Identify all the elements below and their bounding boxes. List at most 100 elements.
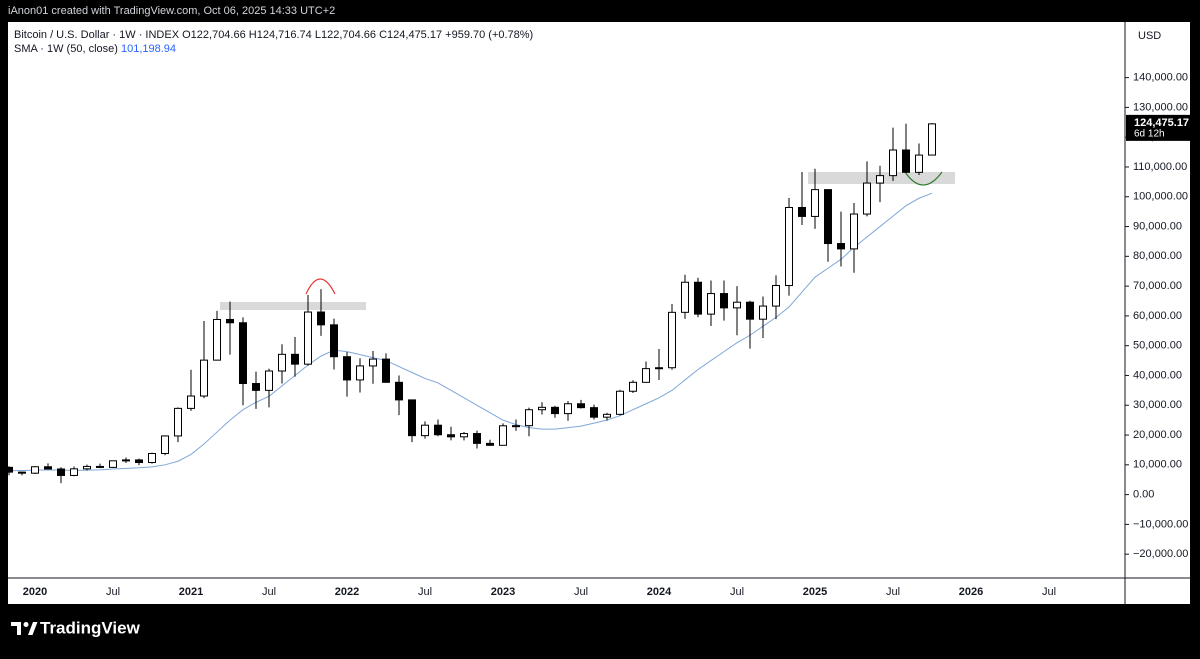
candle-body <box>421 424 429 437</box>
candle-body <box>824 189 832 245</box>
ohlc: O122,704.66 <box>182 29 246 41</box>
candle-body <box>876 175 884 184</box>
candle-body <box>915 154 923 173</box>
candle-body <box>863 182 871 215</box>
candle-body <box>772 285 780 307</box>
candle-body <box>499 425 507 446</box>
candle-body <box>5 466 13 473</box>
candle-body <box>434 424 442 436</box>
footer <box>0 604 1200 654</box>
candle-body <box>655 367 663 370</box>
candle-body <box>681 281 689 313</box>
candle-body <box>837 243 845 250</box>
candle-body <box>187 395 195 409</box>
x-tick-label: 2026 <box>959 586 983 598</box>
x-tick-label: 2021 <box>179 586 203 598</box>
candle-body <box>850 213 858 250</box>
candle-body <box>174 407 182 437</box>
chart-area <box>8 22 1190 604</box>
sma-legend: SMA · 1W (50, close) 101,198.94 <box>14 43 176 55</box>
candle-body <box>252 383 260 391</box>
x-tick-label: 2023 <box>491 586 515 598</box>
candle-body <box>330 324 338 358</box>
x-tick-label: Jul <box>1042 586 1056 598</box>
candle-body <box>577 403 585 409</box>
candle-body <box>265 370 273 391</box>
candle-body <box>928 123 936 156</box>
bottom-arc <box>904 171 943 186</box>
candle-body <box>668 311 676 369</box>
x-tick-label: Jul <box>418 586 432 598</box>
candle-body <box>122 459 130 462</box>
x-tick-label: 2022 <box>335 586 359 598</box>
plot: −20,000.00 −10,000.00 0.00 10,000.00 20,000.… <box>5 72 1188 598</box>
candle-body <box>317 311 325 326</box>
candle-body <box>616 390 624 415</box>
ohlc: L122,704.66 <box>315 29 376 41</box>
y-tick-label: 140,000.00 <box>1133 72 1188 84</box>
y-tick-label: 40,000.00 <box>1133 369 1182 381</box>
y-tick-label: 10,000.00 <box>1133 459 1182 471</box>
candle-body <box>694 281 702 315</box>
y-tick-label: 100,000.00 <box>1133 191 1188 203</box>
y-tick-label: 50,000.00 <box>1133 340 1182 352</box>
candle-body <box>603 413 611 418</box>
x-tick-label: Jul <box>262 586 276 598</box>
y-tick-label: 80,000.00 <box>1133 250 1182 262</box>
candle-body <box>369 358 377 367</box>
logo <box>11 622 38 635</box>
sma-line <box>8 192 933 472</box>
candle-body <box>356 365 364 381</box>
y-tick-label: 130,000.00 <box>1133 101 1188 113</box>
candle-body <box>148 453 156 463</box>
candle-body <box>161 435 169 455</box>
candle-body <box>902 149 910 173</box>
resistance-zone <box>220 302 366 310</box>
candle-body <box>343 356 351 381</box>
candle-body <box>551 406 559 415</box>
sma-value: 101,198.94 <box>121 43 176 55</box>
ohlc: H124,716.74 <box>249 29 312 41</box>
candle-body <box>460 433 468 438</box>
logo-mark <box>28 622 38 635</box>
candle-body <box>83 465 91 470</box>
price-label: 124,475.17 <box>1134 117 1189 129</box>
candle-body <box>642 368 650 383</box>
logo-mark <box>11 622 21 635</box>
candle-body <box>18 471 26 474</box>
top-arc <box>305 278 336 295</box>
candle-body <box>512 425 520 428</box>
x-tick-label: Jul <box>106 586 120 598</box>
ohlc: C124,475.17 <box>379 29 442 41</box>
credit: iAnon01 created with TradingView.com, Oc… <box>8 5 335 17</box>
candle-body <box>96 465 104 468</box>
candle-body <box>291 353 299 365</box>
candle-body <box>629 381 637 392</box>
y-tick-label: −20,000.00 <box>1133 548 1188 560</box>
symbol: Bitcoin / U.S. Dollar · 1W · INDEX <box>14 29 180 41</box>
candle-body <box>473 433 481 444</box>
candle-body <box>44 466 52 470</box>
candle-body <box>31 466 39 474</box>
y-tick-label: 0.00 <box>1133 489 1154 501</box>
candle-body <box>213 318 221 361</box>
x-tick-label: Jul <box>886 586 900 598</box>
countdown: 6d 12h <box>1134 129 1165 140</box>
candle-body <box>395 381 403 401</box>
y-tick-label: −10,000.00 <box>1133 518 1188 530</box>
y-tick-label: 110,000.00 <box>1133 161 1187 173</box>
candle-body <box>109 460 117 468</box>
x-tick-label: Jul <box>730 586 744 598</box>
candle-body <box>408 399 416 437</box>
candle-body <box>785 206 793 287</box>
sma-name: SMA · 1W (50, close) <box>14 43 118 55</box>
candle-body <box>746 301 754 320</box>
candle-body <box>759 305 767 320</box>
y-tick-label: 90,000.00 <box>1133 220 1182 232</box>
logo-mark <box>23 622 29 627</box>
candle-body <box>135 459 143 463</box>
candle-body <box>733 301 741 309</box>
x-tick-label: Jul <box>574 586 588 598</box>
